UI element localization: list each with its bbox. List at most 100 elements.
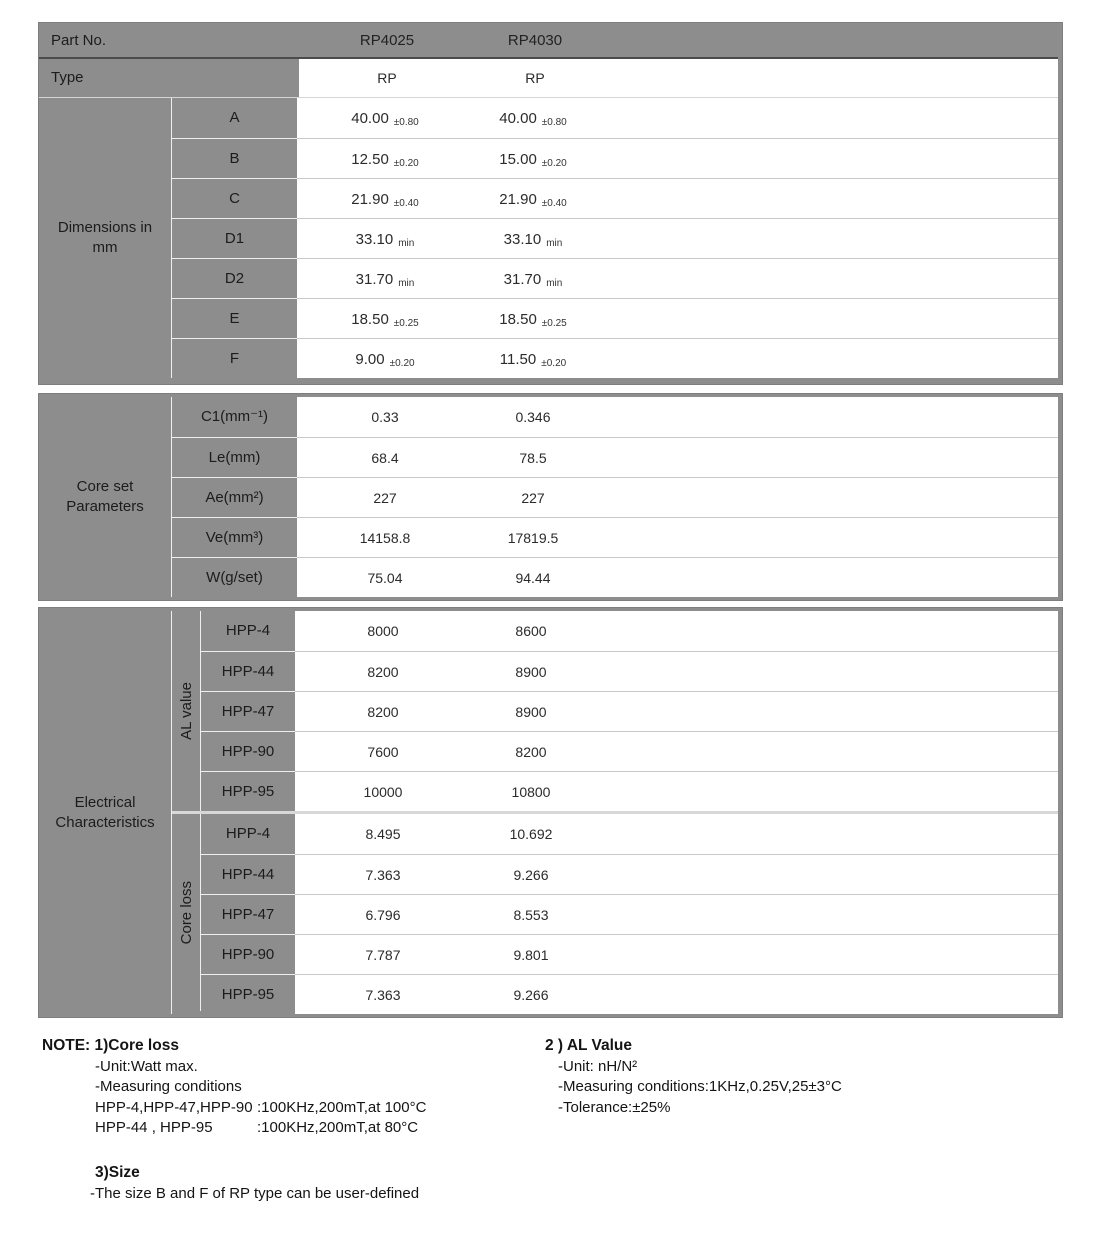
row-values: 75.04 94.44 [297, 557, 1058, 597]
type-values: RP RP [299, 59, 1058, 97]
row-label: HPP-90 [201, 731, 295, 771]
row-label: HPP-4 [225, 622, 271, 639]
row-label: F [172, 338, 297, 378]
dimensions-rows: A 40.00 ±0.80 40.00 ±0.80 B 12.50 ±0.20 15.… [172, 98, 1058, 378]
value-col2: 10800 [511, 784, 551, 800]
note-core-loss-cond2: HPP-44 , HPP-95:100KHz,200mT,at 80°C [95, 1119, 419, 1136]
note-al-value: 2 ) AL Value -Unit: nH/N² -Measuring con… [545, 1036, 842, 1118]
row-values: 8200 8900 [295, 651, 1058, 691]
value-col1: 40.00 ±0.80 [351, 110, 419, 128]
row-values: 7.363 9.266 [295, 974, 1058, 1014]
row-values: 21.90 ±0.40 21.90 ±0.40 [297, 178, 1058, 218]
value-col1: 9.00 ±0.20 [355, 351, 415, 369]
value-col1: 14158.8 [359, 530, 411, 546]
row-label: C [172, 178, 297, 218]
table-row: HPP-95 10000 10800 [201, 771, 1058, 811]
row-label: HPP-95 [201, 974, 295, 1014]
row-label: A [229, 109, 240, 126]
value-col1: 21.90 ±0.40 [351, 191, 419, 209]
value-col2: 94.44 [515, 570, 551, 586]
row-label: Ae(mm²) [172, 477, 297, 517]
electrical-header-cell: Electrical Characteristics [39, 611, 172, 1014]
value-col2: 15.00 ±0.20 [499, 151, 567, 169]
value-col2: 17819.5 [507, 530, 559, 546]
table-row: E 18.50 ±0.25 18.50 ±0.25 [172, 298, 1058, 338]
table-row: HPP-4 8.495 10.692 [201, 814, 1058, 854]
type-value-2: RP [525, 70, 545, 86]
note-al-value-tolerance: -Tolerance:±25% [558, 1098, 671, 1116]
value-col2: 8200 [515, 744, 547, 760]
core-set-table: Core set Parameters C1(mm⁻¹) 0.33 0.346 … [38, 393, 1063, 601]
tolerance: ±0.25 [541, 318, 567, 329]
note-size-title: 3)Size [95, 1164, 140, 1181]
group-rows: HPP-4 8.495 10.692 HPP-44 7.363 9.266 HP… [201, 814, 1058, 1014]
table-row: A 40.00 ±0.80 40.00 ±0.80 [172, 98, 1058, 138]
table-row: Le(mm) 68.4 78.5 [172, 437, 1058, 477]
table-row: Ve(mm³) 14158.8 17819.5 [172, 517, 1058, 557]
note-core-loss: NOTE: 1)Core loss -Unit:Watt max. -Measu… [42, 1036, 426, 1139]
tolerance: ±0.20 [541, 358, 567, 369]
row-values: 12.50 ±0.20 15.00 ±0.20 [297, 138, 1058, 178]
row-values: 8.495 10.692 [295, 814, 1058, 854]
table-row: D2 31.70 min 31.70 min [172, 258, 1058, 298]
row-values: 0.33 0.346 [297, 397, 1058, 437]
value-col1: 7.363 [365, 867, 401, 883]
value-col2: 227 [521, 490, 545, 506]
value-col2: 10.692 [509, 826, 553, 842]
core-set-rows: C1(mm⁻¹) 0.33 0.346 Le(mm) 68.4 78.5 Ae(… [172, 397, 1058, 597]
row-values: 7.363 9.266 [295, 854, 1058, 894]
value-col2: 33.10 min [503, 231, 563, 249]
type-value-1: RP [377, 70, 397, 86]
row-values: 9.00 ±0.20 11.50 ±0.20 [297, 338, 1058, 378]
group-rows: HPP-4 8000 8600 HPP-44 8200 8900 HPP-47 … [201, 611, 1058, 811]
dimensions-header-cell: Dimensions in mm [39, 98, 172, 378]
part-no-label: Part No. [51, 32, 107, 49]
value-col2: 18.50 ±0.25 [499, 311, 567, 329]
table-row: B 12.50 ±0.20 15.00 ±0.20 [172, 138, 1058, 178]
value-col1: 6.796 [365, 907, 401, 923]
value-col1: 8200 [367, 664, 399, 680]
row-values: 40.00 ±0.80 40.00 ±0.80 [297, 98, 1058, 138]
value-col1: 18.50 ±0.25 [351, 311, 419, 329]
note-al-value-title: 2 ) AL Value [545, 1037, 633, 1054]
table-row: HPP-4 8000 8600 [201, 611, 1058, 651]
note-al-value-measuring: -Measuring conditions:1KHz,0.25V,25±3°C [558, 1078, 842, 1095]
group-label: Core loss [177, 880, 195, 945]
type-label: Type [51, 69, 84, 86]
tolerance: ±0.40 [541, 198, 567, 209]
value-col2: 8900 [515, 704, 547, 720]
value-col1: 68.4 [371, 450, 399, 466]
table-row: HPP-90 7.787 9.801 [201, 934, 1058, 974]
row-label: E [172, 298, 297, 338]
value-col2: 0.346 [515, 409, 551, 425]
tolerance: min [398, 238, 415, 249]
value-col2: 11.50 ±0.20 [499, 351, 567, 369]
tolerance: min [546, 278, 563, 289]
note-core-loss-cond1: HPP-4,HPP-47,HPP-90:100KHz,200mT,at 100°… [95, 1098, 427, 1116]
row-values: 6.796 8.553 [295, 894, 1058, 934]
row-values: 227 227 [297, 477, 1058, 517]
value-col2: 21.90 ±0.40 [499, 191, 567, 209]
group-label: AL value [177, 682, 195, 740]
row-values: 33.10 min 33.10 min [297, 218, 1058, 258]
row-values: 14158.8 17819.5 [297, 517, 1058, 557]
row-values: 31.70 min 31.70 min [297, 258, 1058, 298]
part-no-value-2: RP4030 [507, 32, 563, 49]
value-col2: 9.266 [513, 867, 549, 883]
tolerance: ±0.20 [389, 358, 415, 369]
note-core-loss-unit: -Unit:Watt max. [95, 1057, 198, 1075]
row-label: D1 [172, 218, 297, 258]
part-no-row: Part No. RP4025 RP4030 [39, 23, 1058, 59]
table-row: HPP-47 8200 8900 [201, 691, 1058, 731]
row-values: 18.50 ±0.25 18.50 ±0.25 [297, 298, 1058, 338]
row-label: B [172, 138, 297, 178]
row-values: 7.787 9.801 [295, 934, 1058, 974]
value-col2: 9.266 [513, 987, 549, 1003]
value-col2: 8600 [515, 623, 547, 639]
dimensions-table: Part No. RP4025 RP4030 Type RP RP Dimens… [38, 22, 1063, 385]
row-label: C1(mm⁻¹) [200, 408, 269, 425]
note-size-body: -The size B and F of RP type can be user… [90, 1184, 420, 1202]
row-label: HPP-90 [201, 934, 295, 974]
row-label: HPP-47 [201, 894, 295, 934]
row-label: HPP-4 [225, 825, 271, 842]
